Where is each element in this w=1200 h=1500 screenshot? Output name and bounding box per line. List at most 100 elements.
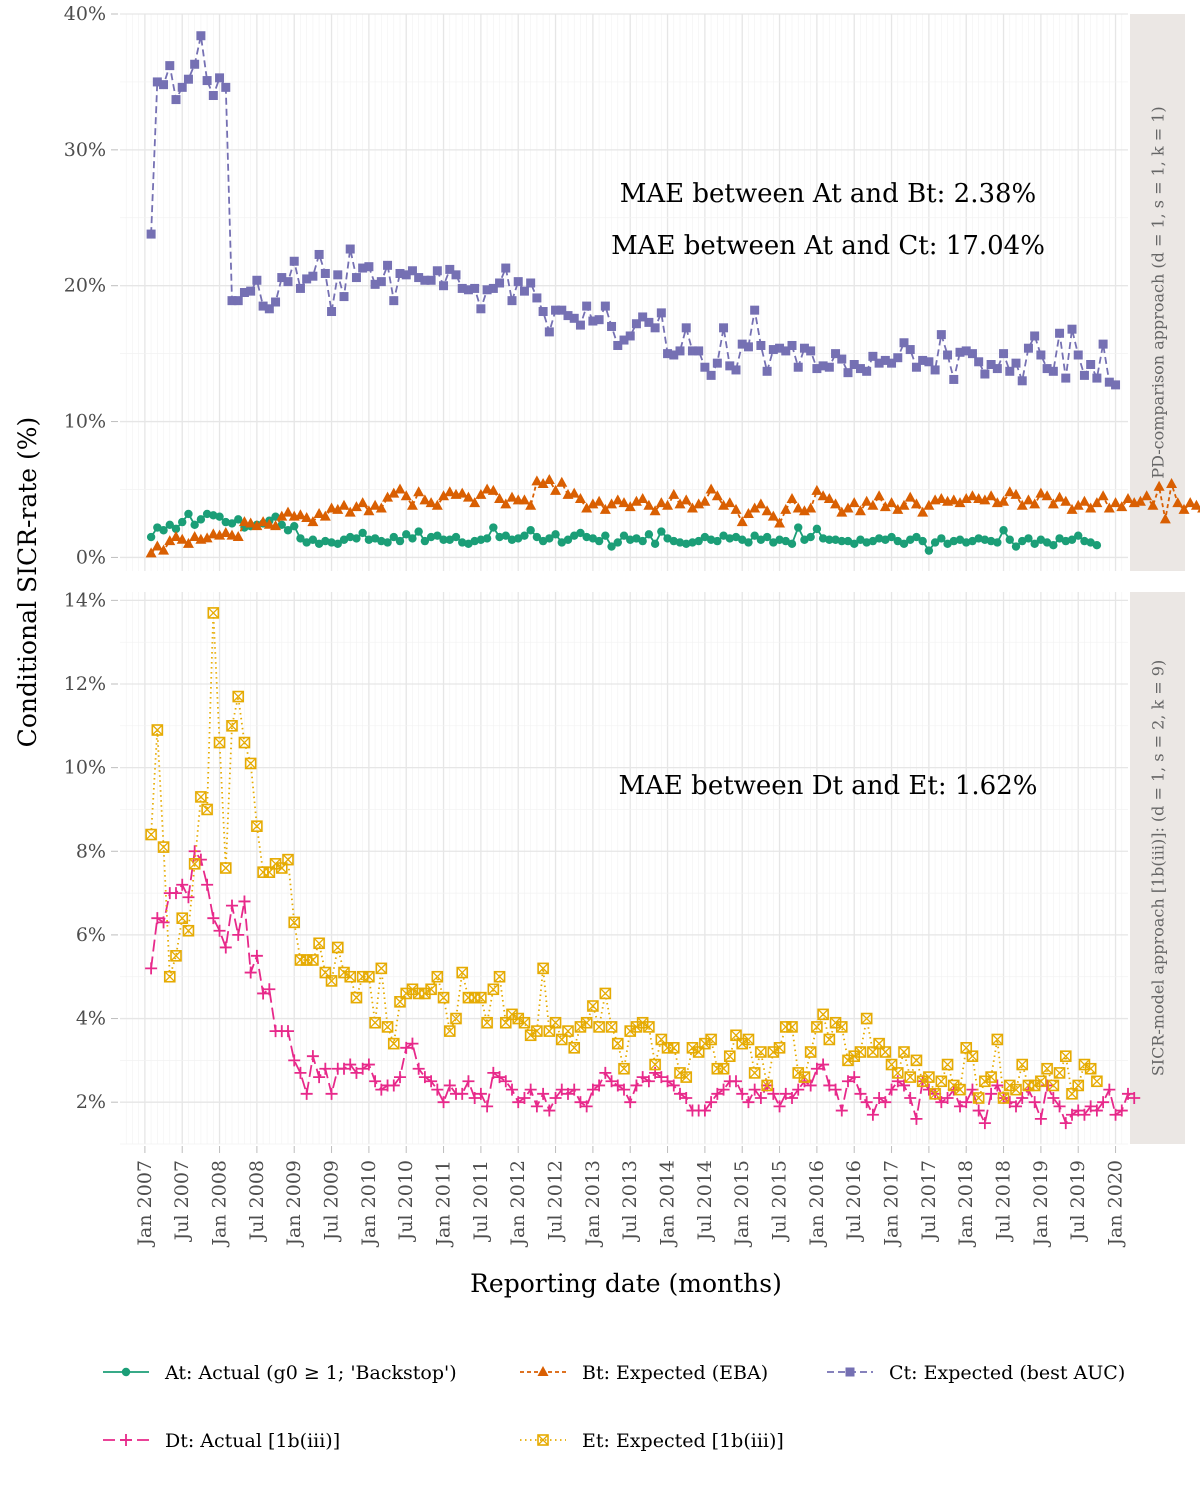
data-point bbox=[1023, 343, 1033, 353]
data-point bbox=[1047, 1079, 1060, 1092]
x-tick-label: Jul 2008 bbox=[246, 1160, 268, 1242]
data-point bbox=[271, 297, 281, 307]
data-point bbox=[358, 263, 368, 273]
legend-label: Bt: Expected (EBA) bbox=[582, 1362, 768, 1384]
data-point bbox=[518, 1092, 531, 1104]
data-point bbox=[947, 1079, 960, 1092]
data-point bbox=[159, 526, 168, 535]
data-point bbox=[636, 1071, 649, 1084]
data-point bbox=[549, 1092, 562, 1104]
data-point bbox=[363, 970, 375, 983]
data-point bbox=[668, 488, 680, 499]
data-point bbox=[1092, 373, 1102, 383]
data-point bbox=[401, 270, 411, 280]
data-point bbox=[812, 524, 822, 534]
data-point bbox=[974, 357, 984, 367]
data-point bbox=[601, 531, 610, 540]
data-point bbox=[644, 317, 654, 327]
y-tick-label: 0% bbox=[76, 546, 106, 568]
data-point bbox=[694, 536, 703, 546]
data-point bbox=[520, 531, 529, 540]
mae-annotation: MAE between At and Bt: 2.38% bbox=[620, 179, 1037, 209]
data-point bbox=[706, 370, 716, 380]
data-point bbox=[725, 361, 735, 371]
data-point bbox=[544, 327, 554, 337]
data-point bbox=[1172, 497, 1184, 508]
data-point bbox=[625, 331, 635, 341]
data-point bbox=[1079, 370, 1089, 380]
series-b-expected-eba bbox=[145, 473, 1200, 558]
x-tick-label: Jul 2007 bbox=[171, 1160, 193, 1242]
data-point bbox=[320, 268, 330, 278]
series-c-expected-best-auc bbox=[146, 31, 1121, 390]
data-point bbox=[481, 483, 493, 494]
data-point bbox=[233, 296, 243, 306]
data-point bbox=[400, 1041, 413, 1054]
data-point bbox=[719, 323, 729, 333]
data-point bbox=[443, 1079, 456, 1092]
data-point bbox=[742, 1096, 755, 1109]
data-point bbox=[1066, 503, 1078, 514]
data-point bbox=[165, 520, 174, 530]
data-point bbox=[251, 820, 263, 832]
data-point bbox=[1028, 1096, 1041, 1109]
data-point bbox=[387, 1079, 400, 1092]
data-point bbox=[967, 349, 977, 359]
data-point bbox=[306, 1050, 319, 1063]
data-point bbox=[357, 497, 369, 508]
data-point bbox=[835, 1021, 848, 1033]
data-point bbox=[475, 991, 487, 1004]
data-point bbox=[420, 275, 430, 285]
data-point bbox=[736, 1087, 749, 1100]
data-point bbox=[1184, 497, 1196, 508]
data-point bbox=[326, 502, 338, 513]
data-point bbox=[705, 1096, 718, 1109]
data-point bbox=[437, 991, 450, 1004]
data-point bbox=[593, 1079, 606, 1092]
data-point bbox=[1072, 1079, 1085, 1092]
data-point bbox=[537, 962, 549, 975]
data-point bbox=[433, 531, 442, 540]
strip-background bbox=[1130, 592, 1185, 1144]
data-point bbox=[201, 803, 213, 816]
data-point bbox=[711, 490, 723, 501]
y-tick-label: 8% bbox=[76, 840, 106, 862]
data-point bbox=[531, 1025, 543, 1037]
data-point bbox=[313, 1071, 326, 1084]
y-tick-label: 10% bbox=[64, 411, 106, 433]
data-point bbox=[382, 491, 394, 502]
data-point bbox=[593, 1021, 605, 1033]
data-point bbox=[736, 1037, 749, 1050]
data-point bbox=[513, 277, 523, 287]
data-point bbox=[810, 1062, 823, 1075]
data-point bbox=[387, 1037, 400, 1050]
data-point bbox=[992, 364, 1002, 374]
data-point bbox=[159, 80, 169, 90]
data-point bbox=[1003, 1079, 1016, 1092]
data-point bbox=[327, 307, 337, 317]
y-tick-label: 14% bbox=[64, 589, 106, 611]
data-point bbox=[624, 501, 636, 512]
data-point bbox=[470, 283, 480, 293]
data-point bbox=[1049, 540, 1058, 550]
data-point bbox=[282, 506, 294, 517]
data-point bbox=[545, 534, 554, 543]
legend-key-marker bbox=[120, 1434, 132, 1446]
data-point bbox=[636, 1016, 649, 1029]
data-point bbox=[183, 74, 193, 84]
data-point bbox=[519, 286, 529, 296]
data-point bbox=[755, 498, 767, 509]
data-point bbox=[686, 502, 698, 513]
data-point bbox=[500, 498, 512, 509]
data-point bbox=[848, 1050, 861, 1062]
data-point bbox=[313, 937, 325, 950]
data-point bbox=[1010, 488, 1022, 499]
data-point bbox=[1104, 377, 1114, 387]
legend-item-c: Ct: Expected (best AUC) bbox=[827, 1362, 1125, 1384]
data-point bbox=[232, 928, 245, 941]
data-point bbox=[718, 499, 730, 510]
data-point bbox=[655, 497, 667, 508]
data-point bbox=[842, 502, 854, 513]
data-point bbox=[363, 505, 375, 516]
